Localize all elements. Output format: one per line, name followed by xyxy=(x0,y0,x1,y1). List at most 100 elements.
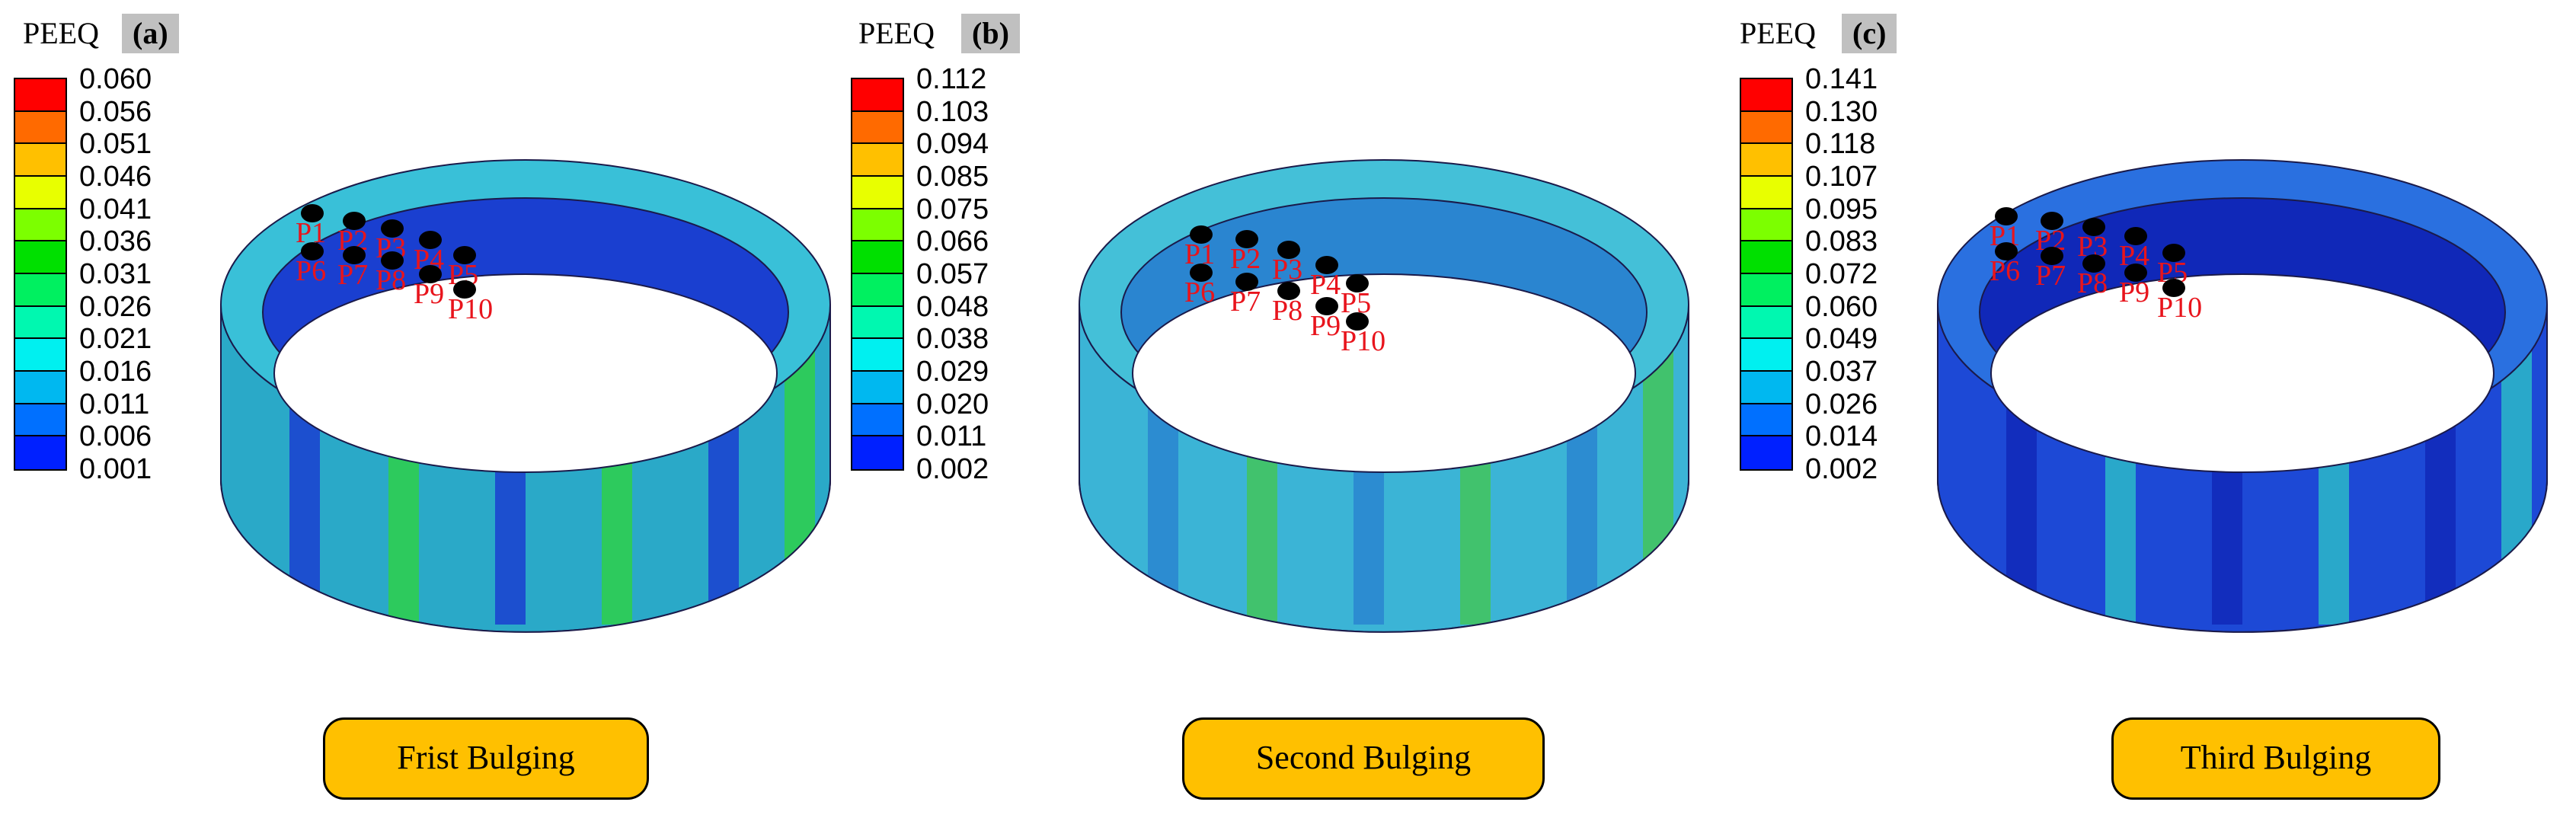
measure-point-label: P10 xyxy=(1341,325,1385,357)
legend-tick-label: 0.031 xyxy=(79,258,152,290)
ring-bottom-edge xyxy=(1079,479,1689,633)
legend-tick-label: 0.036 xyxy=(79,225,152,258)
ring-bore xyxy=(1990,273,2495,473)
measure-point-marker xyxy=(2124,227,2147,245)
legend-swatch xyxy=(852,79,903,112)
ring-bottom-mask xyxy=(221,480,830,701)
measure-point-marker xyxy=(2162,279,2185,297)
legend-swatch xyxy=(852,372,903,404)
legend-tick-label: 0.049 xyxy=(1805,323,1878,356)
ring-bore xyxy=(1132,273,1636,473)
measure-point-label: P6 xyxy=(296,255,326,287)
ring-bottom-mask xyxy=(1938,480,2547,701)
measure-point-marker xyxy=(381,219,404,238)
measure-point-marker xyxy=(2041,247,2063,265)
legend-swatch xyxy=(852,241,903,274)
measure-point-label: P8 xyxy=(2077,267,2108,299)
legend-tick-label: 0.021 xyxy=(79,323,152,356)
measure-point-label: P6 xyxy=(1990,255,2020,287)
measure-point-label: P10 xyxy=(448,293,493,325)
legend-tick-label: 0.029 xyxy=(916,356,989,388)
caption-third-bulging: Third Bulging xyxy=(2111,717,2440,800)
legend-swatch xyxy=(852,274,903,307)
legend-swatch xyxy=(15,144,66,177)
legend-tick-label: 0.060 xyxy=(1805,290,1878,323)
measure-point-marker xyxy=(2082,218,2105,236)
legend-tick-label: 0.046 xyxy=(79,161,152,193)
color-legend xyxy=(851,78,904,471)
legend-swatch xyxy=(1741,306,1791,340)
ring-bottom-edge xyxy=(1937,479,2548,633)
measure-point-label: P9 xyxy=(2119,276,2149,308)
measure-point-label: P10 xyxy=(2157,292,2202,324)
legend-swatch xyxy=(852,177,903,209)
legend-tick-label: 0.066 xyxy=(916,225,989,258)
legend-tick-label: 0.001 xyxy=(79,453,152,485)
legend-swatch xyxy=(15,79,66,112)
legend-tick-label: 0.095 xyxy=(1805,193,1878,225)
legend-swatch xyxy=(15,241,66,274)
measure-point-label: P6 xyxy=(1184,276,1215,308)
measure-point-label: P7 xyxy=(1230,286,1261,318)
measure-point-marker xyxy=(1277,282,1300,300)
measure-point-marker xyxy=(453,246,476,264)
color-legend xyxy=(14,78,67,471)
measure-point-marker xyxy=(419,231,442,249)
legend-tick-label: 0.016 xyxy=(79,356,152,388)
measure-point-label: P7 xyxy=(2035,260,2066,292)
legend-swatch xyxy=(1741,339,1791,372)
measure-point-label: P4 xyxy=(1310,269,1341,301)
legend-swatch xyxy=(1741,209,1791,242)
legend-tick-label: 0.112 xyxy=(916,63,987,95)
legend-tick-label: 0.020 xyxy=(916,388,989,420)
legend-tick-label: 0.014 xyxy=(1805,420,1878,453)
legend-tick-label: 0.130 xyxy=(1805,95,1878,128)
panel-c: PEEQ (c) 0.141 0.130 0.118 0.107 0.095 0.083 0… xyxy=(1717,0,2575,818)
panel-tag: (b) xyxy=(961,14,1020,53)
measure-point-label: P3 xyxy=(1272,254,1302,286)
legend-tick-label: 0.118 xyxy=(1805,128,1876,161)
legend-tick-label: 0.051 xyxy=(79,128,152,161)
legend-swatch xyxy=(852,436,903,469)
legend-swatch xyxy=(1741,436,1791,469)
panel-tag: (a) xyxy=(122,14,179,53)
legend-tick-label: 0.141 xyxy=(1805,63,1878,95)
measure-point-marker xyxy=(343,212,366,230)
legend-swatch xyxy=(852,209,903,242)
legend-tick-label: 0.038 xyxy=(916,323,989,356)
legend-tick-label: 0.103 xyxy=(916,95,989,128)
legend-tick-label: 0.026 xyxy=(79,290,152,323)
legend-swatch xyxy=(1741,274,1791,307)
legend-tick-label: 0.094 xyxy=(916,128,989,161)
measure-point-label: P9 xyxy=(414,278,444,310)
measure-point-marker xyxy=(1277,241,1300,259)
legend-swatch xyxy=(1741,144,1791,177)
legend-swatch xyxy=(1741,177,1791,209)
legend-swatch xyxy=(852,111,903,145)
legend-swatch xyxy=(15,372,66,404)
measure-point-marker xyxy=(1346,312,1369,331)
legend-swatch xyxy=(15,436,66,469)
panel-a: PEEQ (a) 0.060 0.056 0.051 0.046 0.041 0.036 0… xyxy=(0,0,858,818)
legend-swatch xyxy=(852,404,903,437)
legend-tick-label: 0.037 xyxy=(1805,356,1878,388)
panel-tag: (c) xyxy=(1842,14,1897,53)
legend-swatch xyxy=(15,209,66,242)
ring-bore xyxy=(273,273,778,473)
caption-second-bulging: Second Bulging xyxy=(1182,717,1545,800)
legend-tick-label: 0.056 xyxy=(79,95,152,128)
measure-point-marker xyxy=(343,246,366,264)
measure-point-marker xyxy=(453,280,476,299)
measure-point-marker xyxy=(381,251,404,270)
legend-swatch xyxy=(15,339,66,372)
legend-swatch xyxy=(15,111,66,145)
color-legend xyxy=(1740,78,1793,471)
legend-tick-label: 0.002 xyxy=(1805,453,1878,485)
legend-tick-label: 0.072 xyxy=(1805,258,1878,290)
measure-point-marker xyxy=(1235,273,1258,291)
measure-point-marker xyxy=(419,265,442,283)
legend-tick-label: 0.011 xyxy=(79,388,150,420)
